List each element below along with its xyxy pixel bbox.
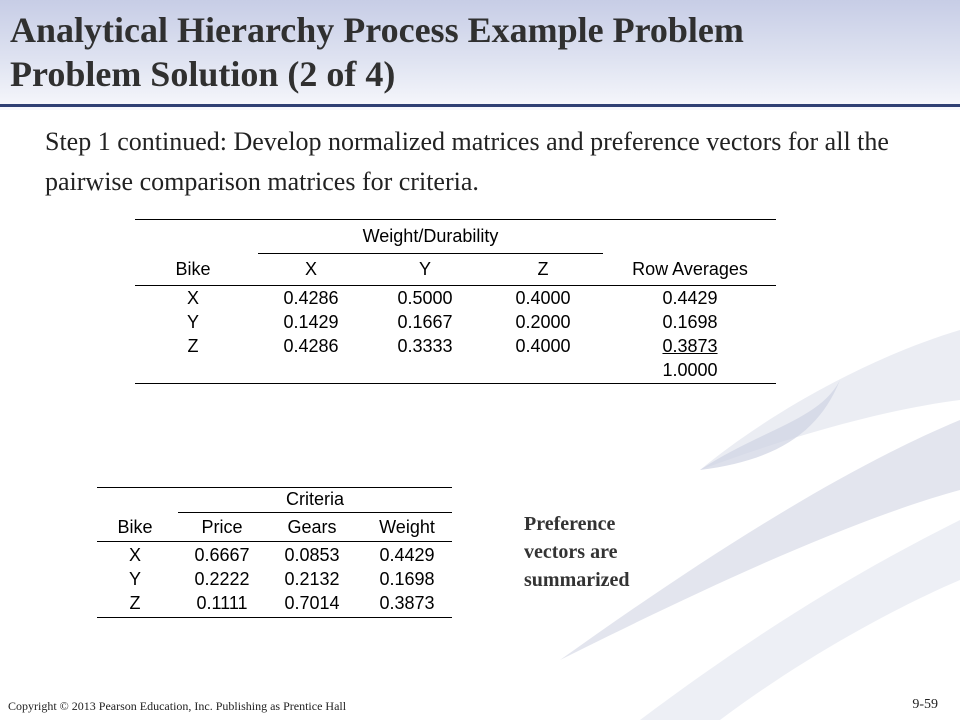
table1-last-average-underlined: 0.3873: [662, 336, 718, 356]
table2-row-label: Z: [129, 593, 141, 613]
table1-bottom-rule: [135, 383, 776, 384]
table2-cell: 0.7014: [284, 593, 340, 613]
table1-row-average: 0.3873: [608, 336, 772, 357]
table1-col-y: Y: [418, 259, 431, 279]
table1-row-average: 0.1698: [662, 312, 718, 332]
table2-cell: 0.4429: [379, 545, 435, 565]
note-line-2: vectors are: [524, 541, 618, 563]
table1-top-rule: [135, 219, 776, 220]
note-line-3: summarized: [524, 569, 630, 591]
table1-col-z: Z: [537, 259, 549, 279]
table1-row-label: Z: [187, 336, 199, 356]
table2-col-weight: Weight: [379, 517, 435, 537]
table1-cell: 0.1667: [397, 312, 453, 332]
title-line-2: Problem Solution (2 of 4): [10, 54, 396, 94]
table2-cell: 0.3873: [379, 593, 435, 613]
table2-top-rule: [97, 487, 452, 488]
table2-cell: 0.2222: [194, 569, 250, 589]
table2-col-gears: Gears: [287, 517, 337, 537]
note-line-1: Preference: [524, 513, 616, 535]
table1-cell: 0.5000: [397, 288, 453, 308]
table2-header-rule: [97, 541, 452, 542]
table2-col-price: Price: [201, 517, 243, 537]
table2-cell: 0.2132: [284, 569, 340, 589]
table2-group-rule: [178, 512, 452, 513]
table1-group-rule: [258, 253, 603, 254]
table2-cell: 0.1111: [196, 593, 248, 613]
table1-col-x: X: [304, 259, 317, 279]
table2-bottom-rule: [97, 617, 452, 618]
table1-row-label: X: [186, 288, 199, 308]
table1-row-average: 0.4429: [662, 288, 718, 308]
table1-cell: 0.4286: [283, 288, 339, 308]
table2-row-label: Y: [128, 569, 141, 589]
table2-cell: 0.0853: [284, 545, 340, 565]
title-band: [0, 0, 960, 110]
title-underline: [0, 104, 960, 107]
slide-subtitle: Step 1 continued: Develop normalized mat…: [45, 127, 889, 196]
table1-row-label: Y: [186, 312, 199, 332]
table2-row-label: X: [128, 545, 141, 565]
table1-cell: 0.4000: [515, 288, 571, 308]
copyright-footer: Copyright © 2013 Pearson Education, Inc.…: [8, 699, 347, 713]
table2-cell: 0.6667: [194, 545, 250, 565]
table2-cell: 0.1698: [379, 569, 435, 589]
table2-col-bike: Bike: [117, 517, 153, 537]
table1-cell: 0.4286: [283, 336, 339, 356]
table1-cell: 0.1429: [283, 312, 339, 332]
table1-col-row-averages: Row Averages: [632, 259, 748, 279]
title-line-1: Analytical Hierarchy Process Example Pro…: [10, 10, 744, 50]
table1-group-header: Weight/Durability: [362, 226, 499, 246]
page-number: 9-59: [912, 697, 938, 712]
table1-col-bike: Bike: [175, 259, 211, 279]
table2-group-header: Criteria: [285, 489, 344, 509]
table1-total: 1.0000: [662, 360, 718, 380]
preference-vectors-note: Preference vectors are summarized: [524, 510, 694, 594]
table1-cell: 0.3333: [397, 336, 453, 356]
table1-cell: 0.2000: [515, 312, 571, 332]
table1-cell: 0.4000: [515, 336, 571, 356]
slide-title: Analytical Hierarchy Process Example Pro…: [10, 8, 744, 96]
table1-header-rule: [135, 285, 776, 286]
